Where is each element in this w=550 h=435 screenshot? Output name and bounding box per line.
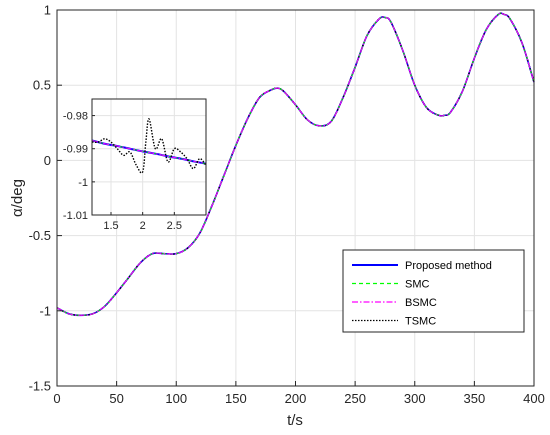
x-tick-label: 100 [165,391,187,406]
x-tick-label: 200 [285,391,307,406]
inset-grid [92,99,206,216]
inset-x-axis-ticks: 1.5 2 2.5 [103,212,182,232]
x-tick-label: 150 [225,391,247,406]
inset-series-lines [91,118,207,174]
legend-label: BSMC [405,297,437,309]
inset-zoom-chart: 1.5 2 2.5 -1.01 -1 -0.99 -0.98 [63,98,207,232]
y-tick-label: -1 [39,303,51,318]
series-line-bsmc [56,12,535,316]
legend-label: SMC [405,279,430,291]
main-grid [56,9,535,387]
inset-y-tick-label: -1.01 [63,210,88,222]
y-tick-label: 0 [44,153,51,168]
legend-label: Proposed method [405,260,492,272]
x-axis-ticks: 0 50 100 150 200 250 300 350 400 [53,381,545,406]
main-series-lines [56,12,535,317]
inset-background [92,99,206,215]
y-axis-label: α/deg [9,179,26,217]
inset-y-tick-label: -1 [78,177,88,189]
y-axis-ticks: -1.5 -1 -0.5 0 0.5 1 [29,3,62,394]
x-tick-label: 50 [109,391,123,406]
inset-frame [91,98,207,216]
x-tick-label: 300 [404,391,426,406]
inset-x-tick-label: 2.5 [167,220,182,232]
inset-y-tick-label: -0.99 [63,144,88,156]
inset-y-axis-ticks: -1.01 -1 -0.99 -0.98 [63,111,95,222]
legend-label: TSMC [405,316,436,328]
y-tick-label: 1 [44,3,51,18]
inset-line-bsmc [91,139,207,165]
inset-y-tick-label: -0.98 [63,111,88,123]
inset-x-tick-label: 1.5 [103,220,118,232]
y-tick-label: 0.5 [33,78,51,93]
inset-x-tick-label: 2 [140,220,146,232]
y-tick-label: -0.5 [29,228,51,243]
inset-line-tsmc [91,118,207,174]
y-tick-label: -1.5 [29,379,51,394]
x-tick-label: 250 [344,391,366,406]
x-tick-label: 400 [523,391,545,406]
x-tick-label: 0 [53,391,60,406]
legend: Proposed method SMC BSMC TSMC [342,249,525,333]
x-tick-label: 350 [464,391,486,406]
x-axis-label: t/s [287,412,303,429]
legend-box [342,249,525,333]
